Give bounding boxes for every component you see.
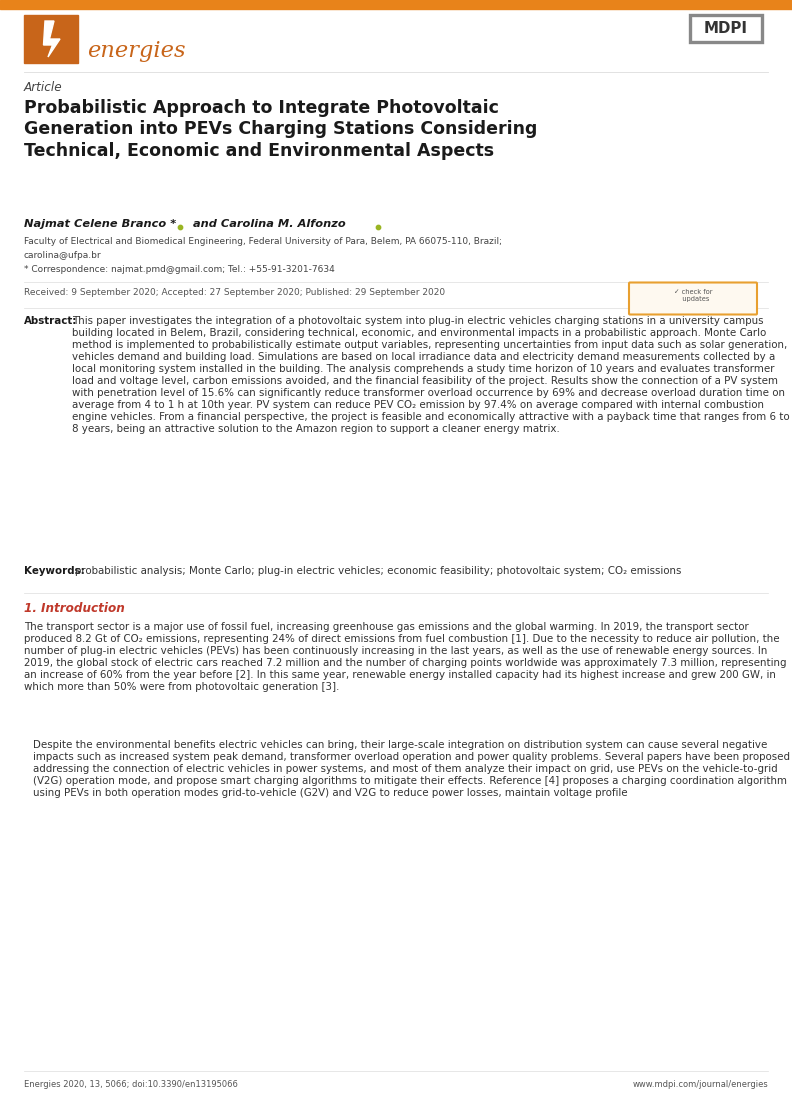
Text: * Correspondence: najmat.pmd@gmail.com; Tel.: +55-91-3201-7634: * Correspondence: najmat.pmd@gmail.com; … [24,265,335,274]
Text: ✓ check for
   updates: ✓ check for updates [674,289,712,302]
Text: This paper investigates the integration of a photovoltaic system into plug-in el: This paper investigates the integration … [72,317,790,434]
Text: carolina@ufpa.br: carolina@ufpa.br [24,251,101,260]
Text: MDPI: MDPI [704,21,748,36]
Text: Faculty of Electrical and Biomedical Engineering, Federal University of Para, Be: Faculty of Electrical and Biomedical Eng… [24,237,502,246]
Bar [24,15,78,63]
Text: and Carolina M. Alfonzo: and Carolina M. Alfonzo [189,219,346,229]
Text: Article: Article [24,81,63,94]
Text: Abstract:: Abstract: [24,317,78,327]
Text: Energies 2020, 13, 5066; doi:10.3390/en13195066: Energies 2020, 13, 5066; doi:10.3390/en1… [24,1080,238,1089]
Text: Keywords:: Keywords: [24,565,85,575]
Polygon shape [44,21,60,57]
FancyBboxPatch shape [629,282,757,314]
Text: Received: 9 September 2020; Accepted: 27 September 2020; Published: 29 September: Received: 9 September 2020; Accepted: 27… [24,288,445,297]
Text: 1. Introduction: 1. Introduction [24,602,125,614]
Text: www.mdpi.com/journal/energies: www.mdpi.com/journal/energies [632,1080,768,1089]
Bar [0,0,792,9]
FancyBboxPatch shape [690,15,762,43]
Text: probabilistic analysis; Monte Carlo; plug-in electric vehicles; economic feasibi: probabilistic analysis; Monte Carlo; plu… [75,565,681,575]
Text: Probabilistic Approach to Integrate Photovoltaic
Generation into PEVs Charging S: Probabilistic Approach to Integrate Phot… [24,98,538,160]
Text: Despite the environmental benefits electric vehicles can bring, their large-scal: Despite the environmental benefits elect… [33,740,790,798]
Text: Najmat Celene Branco *: Najmat Celene Branco * [24,219,177,229]
Text: The transport sector is a major use of fossil fuel, increasing greenhouse gas em: The transport sector is a major use of f… [24,622,786,693]
Text: energies: energies [87,40,185,62]
